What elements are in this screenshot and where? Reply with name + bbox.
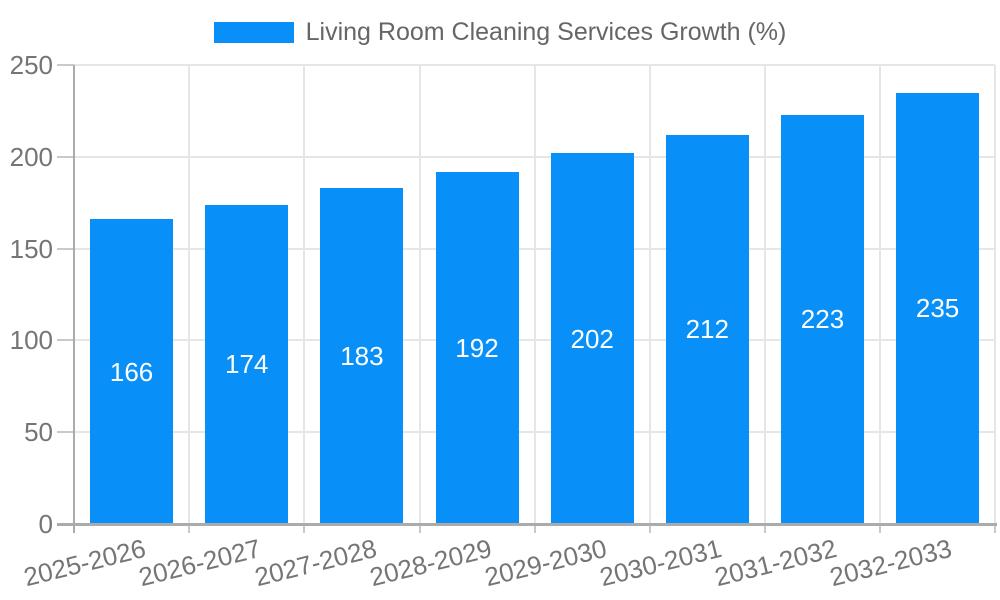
- y-tick-label: 150: [9, 233, 53, 264]
- x-gridline: [994, 65, 997, 524]
- bar-value-label: 202: [570, 323, 614, 354]
- x-tick-label: 2030-2031: [596, 533, 725, 593]
- bar-value-label: 235: [915, 293, 960, 324]
- chart-legend[interactable]: Living Room Cleaning Services Growth (%): [0, 19, 1000, 45]
- y-tick-label: 250: [9, 50, 53, 80]
- x-gridline: [188, 65, 191, 524]
- bar-value-label: 223: [800, 304, 845, 335]
- x-tick-mark: [763, 524, 766, 533]
- x-gridline: [303, 65, 306, 524]
- bar: [665, 134, 749, 524]
- x-tick-label: 2028-2029: [366, 533, 495, 593]
- bar-value-label: 212: [685, 314, 729, 345]
- bar-value-label: 192: [455, 332, 499, 363]
- x-tick-label: 2025-2026: [20, 533, 149, 593]
- bar: [896, 92, 980, 524]
- bar-value-label: 174: [224, 349, 269, 380]
- x-gridline: [648, 65, 651, 524]
- y-tick-mark: [57, 339, 74, 342]
- x-gridline: [533, 65, 536, 524]
- x-tick-label: 2032-2033: [826, 533, 955, 593]
- x-gridline: [418, 65, 421, 524]
- bar: [320, 188, 404, 524]
- x-tick-mark: [188, 524, 191, 533]
- x-tick-mark: [303, 524, 306, 533]
- x-tick-label: 2029-2030: [481, 533, 610, 593]
- bar: [205, 204, 289, 524]
- y-tick-label: 100: [9, 325, 53, 356]
- bar: [781, 114, 864, 524]
- x-gridline: [879, 65, 882, 524]
- y-tick-mark: [57, 431, 74, 434]
- bar: [90, 219, 174, 524]
- bar: [435, 171, 519, 524]
- y-tick-mark: [57, 247, 74, 250]
- y-tick-label: 0: [38, 509, 53, 539]
- y-tick-mark: [57, 155, 74, 158]
- x-tick-label: 2026-2027: [136, 533, 264, 593]
- x-axis-line: [57, 523, 998, 526]
- x-tick-mark: [648, 524, 651, 533]
- x-tick-mark: [533, 524, 536, 533]
- y-tick-label: 200: [9, 141, 53, 172]
- y-tick-mark: [57, 64, 74, 66]
- legend-swatch-icon: [213, 21, 294, 43]
- y-tick-label: 50: [24, 417, 53, 448]
- x-tick-label: 2031-2032: [711, 533, 840, 593]
- x-tick-mark: [994, 524, 997, 533]
- bar-value-label: 183: [340, 341, 384, 371]
- x-gridline: [763, 65, 766, 524]
- y-axis-line: [73, 65, 75, 533]
- bar-value-label: 166: [109, 356, 154, 387]
- legend-label: Living Room Cleaning Services Growth (%): [305, 18, 787, 46]
- x-tick-mark: [418, 524, 421, 533]
- x-tick-label: 2027-2028: [251, 533, 380, 593]
- x-tick-mark: [879, 524, 882, 533]
- bar: [550, 153, 634, 524]
